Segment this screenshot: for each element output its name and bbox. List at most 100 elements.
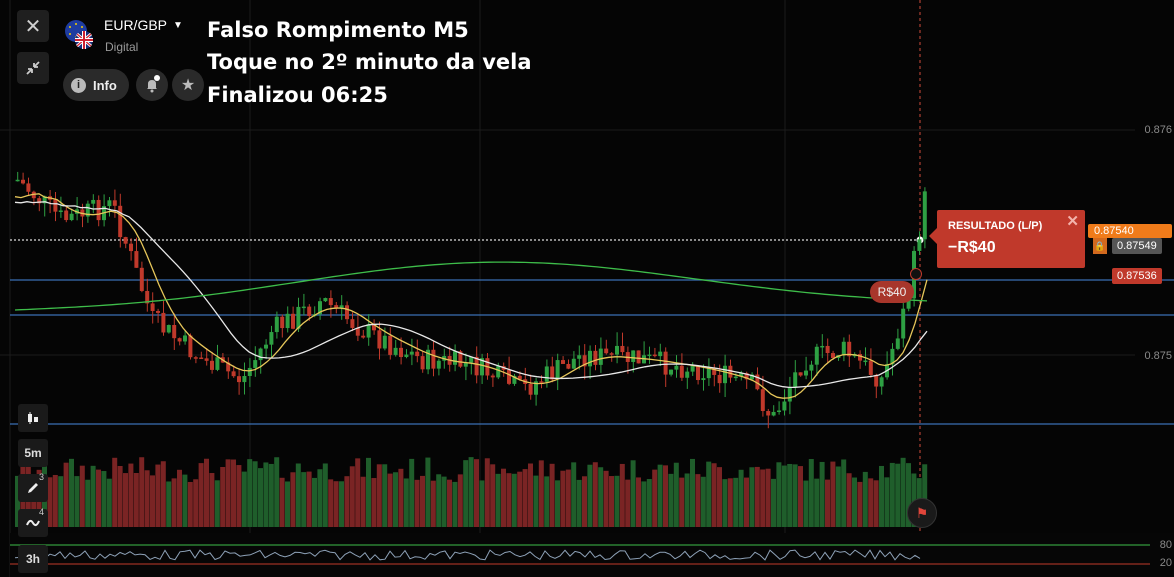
- candle-body: [431, 349, 436, 369]
- asset-flag-icon[interactable]: [63, 18, 95, 50]
- price-label-mid: 0.875: [1144, 350, 1172, 362]
- candle-body: [658, 351, 663, 357]
- candle-body: [874, 374, 879, 387]
- asset-selector[interactable]: EUR/GBP ▼: [104, 17, 183, 33]
- volume-bar: [571, 462, 577, 527]
- candle-body: [388, 335, 393, 355]
- volume-bar: [501, 468, 506, 527]
- candle-body: [177, 338, 182, 342]
- volume-bar: [690, 458, 695, 527]
- volume-bar: [922, 464, 928, 527]
- candle-body: [744, 373, 749, 380]
- timeframe-button[interactable]: 5m: [18, 439, 48, 467]
- volume-bar: [301, 472, 307, 527]
- volume-bar: [565, 469, 571, 527]
- candle-body: [847, 341, 852, 357]
- candle-body: [15, 179, 20, 182]
- volume-bar: [198, 463, 204, 527]
- collapse-icon: [26, 61, 40, 75]
- candle-body: [53, 199, 58, 212]
- candle-body: [334, 305, 339, 308]
- volume-bar: [106, 478, 112, 527]
- candle-body: [647, 354, 652, 357]
- volume-bar: [285, 481, 290, 527]
- volume-bar: [630, 460, 636, 527]
- candle-body: [366, 324, 371, 338]
- trade-amount-tag[interactable]: R$40: [870, 281, 914, 303]
- candle-body: [328, 298, 333, 306]
- candle-body: [361, 335, 366, 338]
- indicators-button[interactable]: [18, 509, 48, 537]
- info-button[interactable]: i Info: [63, 69, 129, 101]
- chart-type-button[interactable]: [18, 404, 48, 432]
- candle-body: [199, 357, 204, 360]
- volume-bar: [355, 458, 361, 527]
- candle-body: [26, 183, 31, 192]
- candle-body: [393, 347, 398, 355]
- range-button[interactable]: 3h: [18, 545, 48, 573]
- expiry-flag-button[interactable]: ⚑: [907, 498, 937, 528]
- volume-bar: [155, 464, 161, 527]
- volume-bar: [695, 474, 701, 527]
- candle-body: [669, 369, 673, 375]
- volume-bar: [830, 461, 836, 527]
- volume-bar: [268, 463, 274, 527]
- volume-bar: [646, 479, 652, 527]
- volume-bar: [668, 473, 674, 527]
- volume-bar: [398, 468, 404, 527]
- volume-bar: [544, 476, 550, 527]
- candle-body: [156, 311, 160, 313]
- drawing-tools-button[interactable]: [18, 474, 48, 502]
- volume-bar: [749, 467, 755, 527]
- volume-bar: [182, 474, 188, 527]
- volume-bar: [490, 464, 496, 527]
- alert-button[interactable]: [136, 69, 168, 101]
- volume-bar: [517, 471, 523, 527]
- volume-bar: [846, 473, 852, 527]
- candle-body: [831, 353, 835, 358]
- candle-body: [696, 365, 700, 381]
- price-label-top: 0.876: [1144, 124, 1172, 136]
- volume-bar: [636, 477, 641, 527]
- candle-body: [350, 319, 355, 328]
- candle-body: [566, 363, 571, 369]
- result-close-button[interactable]: ✕: [1066, 212, 1079, 230]
- volume-bar: [771, 478, 776, 527]
- volume-bar: [133, 473, 139, 527]
- volume-bar: [160, 461, 166, 527]
- volume-bar: [538, 460, 544, 527]
- favorite-button[interactable]: ★: [172, 69, 204, 101]
- volume-bar: [868, 478, 874, 527]
- candle-body: [355, 327, 360, 336]
- candle-body: [145, 291, 150, 304]
- volume-bar: [52, 474, 58, 527]
- candle-body: [755, 374, 760, 390]
- volume-bar: [673, 462, 679, 527]
- candle-body: [274, 316, 279, 333]
- oscillator-line: [14, 549, 921, 561]
- candle-body: [728, 365, 733, 378]
- volume-bar: [231, 459, 236, 527]
- volume-bar: [344, 476, 350, 527]
- volume-bar: [468, 457, 474, 527]
- volume-bar: [430, 480, 436, 527]
- candle-body: [204, 358, 209, 361]
- candle-body: [210, 360, 214, 370]
- collapse-button[interactable]: [17, 52, 49, 84]
- volume-bar: [263, 462, 269, 527]
- candle-body: [922, 191, 927, 240]
- finish-flag-icon: ⚑: [915, 504, 929, 521]
- candle-body: [301, 306, 306, 309]
- volume-bar: [614, 475, 620, 527]
- candle-body: [534, 381, 538, 395]
- candle-body: [21, 179, 25, 184]
- candle-body: [777, 410, 781, 412]
- candle-body: [469, 356, 474, 363]
- close-button[interactable]: ✕: [17, 10, 49, 42]
- volume-bar: [177, 469, 182, 527]
- volume-bar: [906, 463, 911, 527]
- result-value: −R$40: [948, 239, 996, 256]
- volume-bar: [339, 481, 344, 527]
- volume-bar: [79, 465, 85, 527]
- volume-bar: [560, 470, 566, 527]
